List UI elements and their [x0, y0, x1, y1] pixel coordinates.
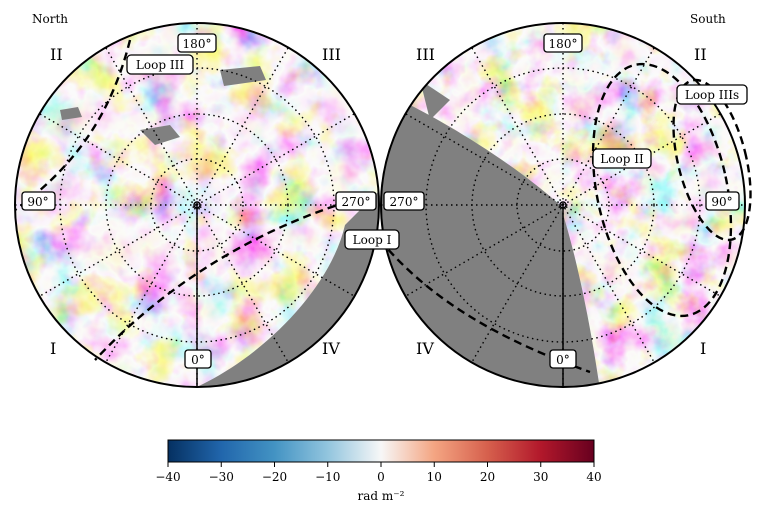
colorbar-gradient	[167, 439, 595, 463]
svg-text:Loop IIIs: Loop IIIs	[685, 88, 739, 102]
svg-text:180°: 180°	[549, 37, 578, 51]
north-quadrant-III: III	[322, 45, 341, 64]
loop-iiis-label: Loop IIIs	[676, 84, 748, 105]
loop-ii-label: Loop II	[592, 148, 652, 169]
south-quadrant-IV: IV	[416, 339, 434, 358]
loop-i-label: Loop I	[344, 229, 400, 250]
svg-text:Loop III: Loop III	[136, 58, 184, 72]
south-quadrant-I: I	[700, 339, 706, 358]
colorbar-tick-label: −10	[315, 470, 340, 484]
south-label-90: 90°	[705, 191, 740, 211]
south-label-0: 0°	[549, 349, 577, 369]
south-quadrant-II: II	[694, 45, 707, 64]
north-label-0: 0°	[184, 349, 212, 369]
colorbar-label: rad m⁻²	[358, 489, 405, 503]
svg-text:90°: 90°	[27, 195, 48, 209]
loop-iii-label: Loop III	[126, 54, 194, 75]
north-quadrant-I: I	[50, 339, 56, 358]
colorbar-tick-label: 10	[427, 470, 442, 484]
north-label-270: 270°	[335, 191, 377, 211]
colorbar-tick-label: 0	[377, 470, 385, 484]
svg-text:90°: 90°	[711, 195, 732, 209]
north-quadrant-IV: IV	[322, 339, 340, 358]
north-hemisphere-map	[14, 22, 380, 388]
north-label-90: 90°	[21, 191, 56, 211]
colorbar-tick-label: 40	[586, 470, 601, 484]
svg-text:0°: 0°	[191, 353, 205, 367]
north-quadrant-II: II	[50, 45, 63, 64]
south-hemisphere-map	[379, 22, 752, 388]
south-label-180: 180°	[543, 33, 583, 53]
south-title: South	[690, 12, 726, 26]
south-label-270: 270°	[383, 191, 425, 211]
north-title: North	[32, 12, 68, 26]
north-label-180: 180°	[177, 33, 217, 53]
colorbar-tick-label: 20	[480, 470, 495, 484]
colorbar-tick-label: −20	[262, 470, 287, 484]
svg-text:Loop I: Loop I	[353, 233, 392, 247]
colorbar-tick-label: 30	[533, 470, 548, 484]
svg-text:180°: 180°	[183, 37, 212, 51]
colorbar-tick-label: −40	[155, 470, 180, 484]
svg-text:270°: 270°	[390, 195, 419, 209]
colorbar-tick-label: −30	[209, 470, 234, 484]
south-quadrant-III: III	[416, 45, 435, 64]
colorbar: −40 −30 −20 −10 0 10 20 30 40 rad m⁻²	[155, 439, 602, 503]
svg-text:Loop II: Loop II	[600, 152, 644, 166]
svg-text:270°: 270°	[342, 195, 371, 209]
svg-text:0°: 0°	[556, 353, 570, 367]
